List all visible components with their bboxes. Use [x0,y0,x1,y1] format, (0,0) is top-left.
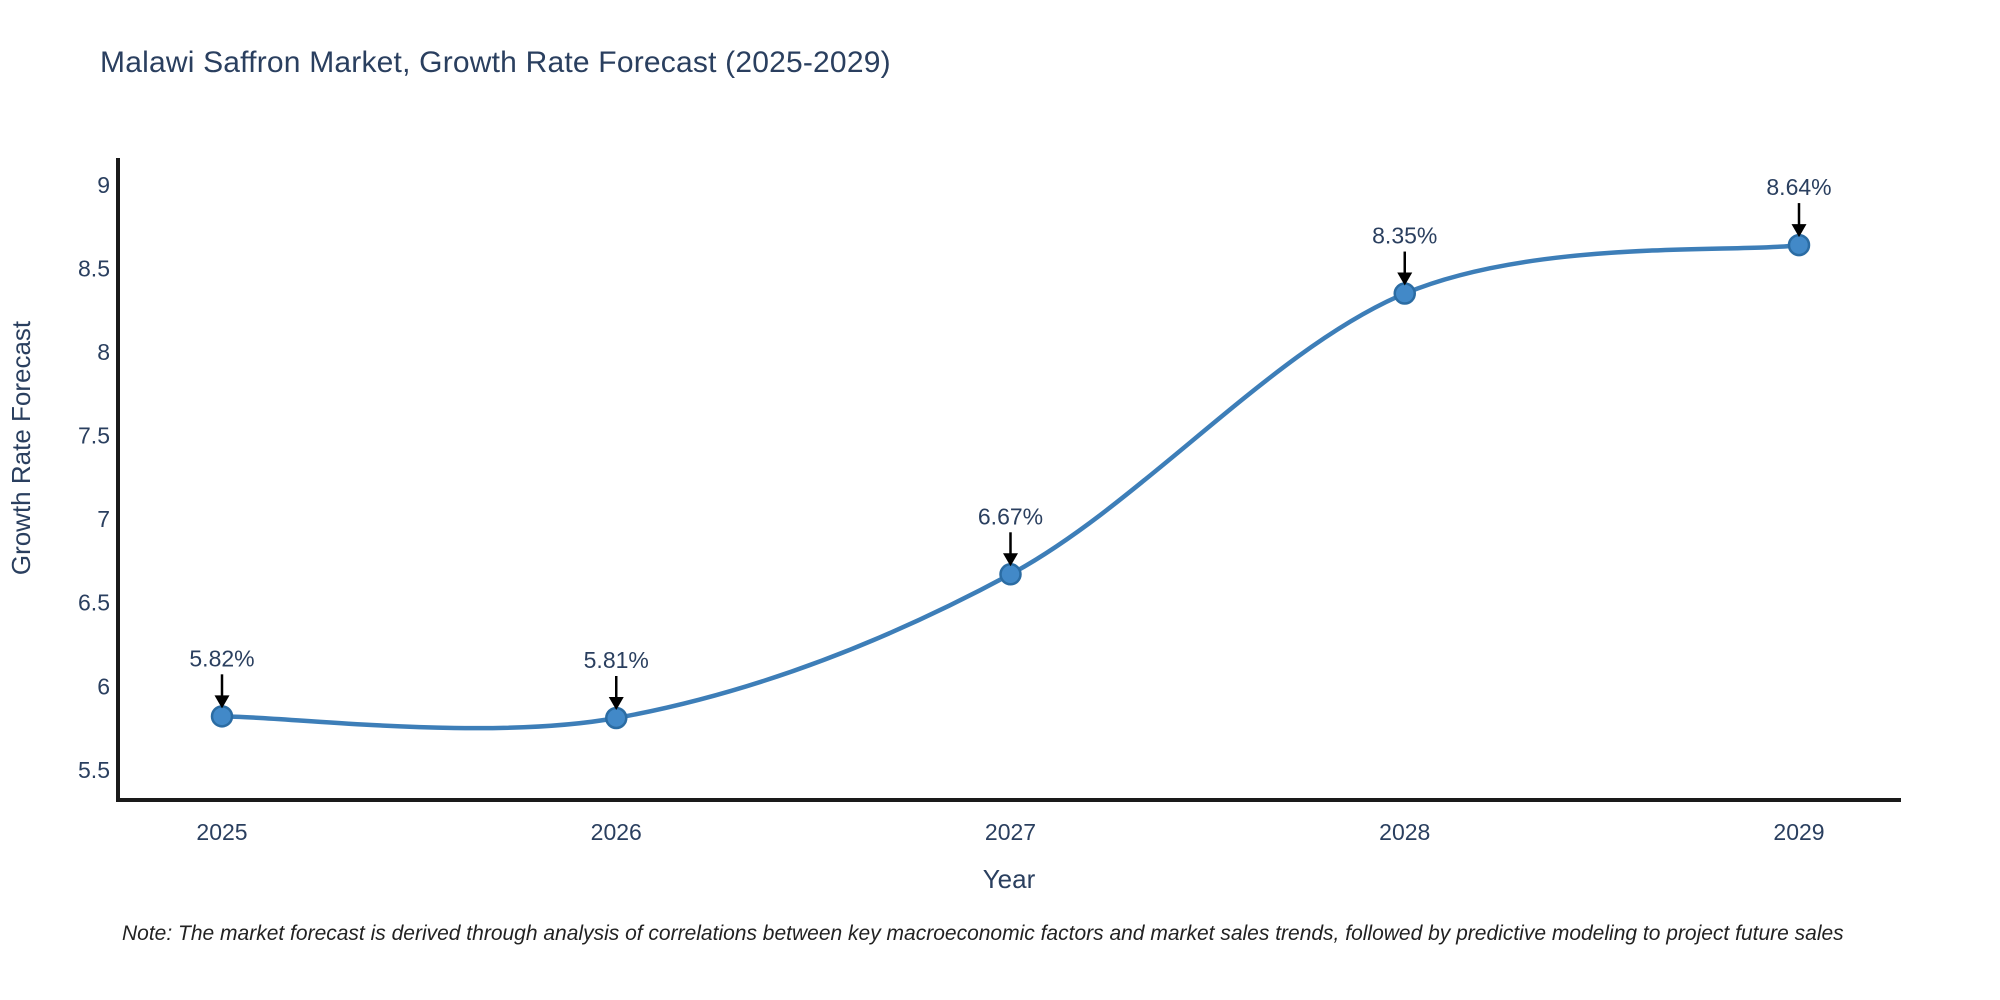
y-tick-label: 7.5 [78,423,110,449]
y-axis-tick-labels: 5.5 6 6.5 7 7.5 8 8.5 9 [78,172,110,783]
annotation-arrow-head [1003,553,1018,567]
y-tick-label: 9 [97,172,110,198]
annotation-arrow-head [214,695,230,709]
y-axis-title: Growth Rate Forecast [6,320,36,575]
y-tick-label: 6 [97,673,110,699]
data-points [210,233,1811,730]
x-axis-title: Year [983,864,1036,894]
data-point-marker [605,706,628,730]
annotation-label: 5.81% [584,647,649,673]
annotation-arrow-head [608,697,624,710]
chart-title: Malawi Saffron Market, Growth Rate Forec… [100,46,891,79]
y-tick-label: 7 [97,506,110,532]
point-annotation: 5.81% [584,647,649,710]
point-annotation: 6.67% [978,503,1043,567]
y-tick-label: 8 [97,339,110,365]
annotation-label: 8.35% [1372,223,1437,249]
x-tick-label: 2027 [985,819,1036,845]
annotation-label: 5.82% [189,645,254,671]
x-tick-label: 2026 [591,819,642,845]
x-tick-label: 2025 [196,819,247,845]
point-annotations: 5.82% 5.81% 6.67% 8.35% 8.64% [189,174,1832,710]
annotation-label: 8.64% [1766,174,1831,200]
data-point-marker [1787,233,1811,257]
annotation-arrow-head [1397,272,1413,286]
data-point-marker [210,705,234,728]
footnote: Note: The market forecast is derived thr… [122,922,1844,945]
x-tick-label: 2028 [1379,819,1430,845]
x-tick-label: 2029 [1773,819,1824,845]
y-tick-label: 8.5 [78,255,110,281]
line-series-path [219,242,1802,731]
x-axis-tick-labels: 2025 2026 2027 2028 2029 [196,819,1824,845]
annotation-label: 6.67% [978,503,1043,529]
point-annotation: 5.82% [189,645,255,709]
annotation-arrow-head [1791,224,1807,238]
data-point-marker [1393,282,1416,305]
point-annotation: 8.35% [1372,223,1437,286]
point-annotation: 8.64% [1766,174,1832,238]
data-point-marker [999,563,1022,586]
y-tick-label: 6.5 [78,590,110,616]
y-tick-label: 5.5 [78,757,110,783]
